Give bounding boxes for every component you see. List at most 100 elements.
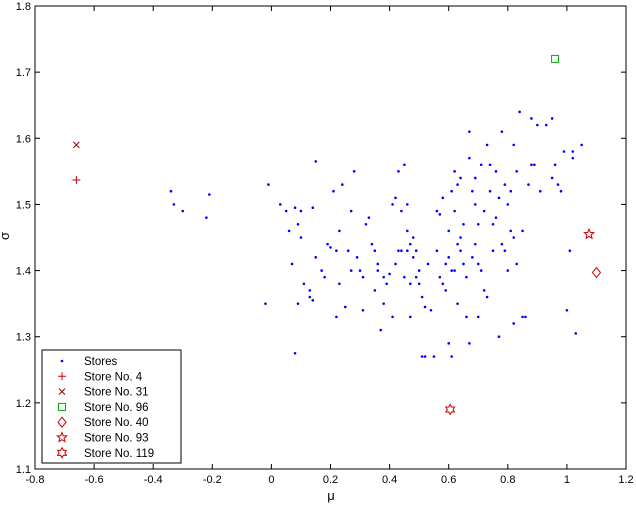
legend-marker — [57, 416, 67, 429]
data-point — [311, 206, 315, 210]
data-point — [417, 269, 421, 272]
data-point — [403, 163, 406, 167]
data-point — [550, 117, 554, 120]
data-point — [326, 242, 329, 246]
data-point — [462, 222, 465, 226]
data-point — [450, 269, 453, 272]
data-point — [512, 143, 516, 147]
data-point — [287, 229, 291, 233]
highlight-point — [583, 227, 596, 240]
series-2 — [73, 141, 80, 149]
data-point — [382, 275, 385, 279]
data-point — [512, 322, 516, 325]
data-point — [293, 351, 297, 355]
data-point — [420, 355, 424, 358]
data-point — [408, 242, 412, 246]
data-point — [444, 262, 448, 266]
data-point — [264, 302, 267, 305]
legend-label: Store No. 96 — [84, 402, 149, 414]
data-point — [568, 249, 572, 253]
data-point — [323, 275, 326, 279]
data-point — [485, 295, 489, 299]
data-point — [379, 328, 383, 332]
y-tick-label: 1.6 — [16, 133, 31, 145]
data-point — [530, 163, 533, 167]
legend-marker — [58, 402, 66, 411]
data-point — [473, 176, 477, 180]
data-point — [314, 256, 318, 259]
data-point — [524, 315, 527, 319]
y-tick-label: 1.7 — [16, 67, 31, 79]
data-point — [479, 163, 483, 167]
data-point — [385, 282, 388, 286]
data-point — [530, 117, 533, 120]
data-point — [349, 209, 353, 213]
data-point — [299, 209, 303, 213]
data-point — [400, 249, 403, 253]
axes: -0.8 -0.6 -0.4 -0.2 0 0.2 0.4 0.6 0.8 1 1.2 1.1 1.2 1… — [16, 1, 634, 486]
data-point — [485, 143, 489, 147]
data-point — [447, 229, 451, 233]
legend-marker — [56, 446, 68, 459]
data-point — [406, 203, 409, 206]
data-point — [338, 229, 341, 233]
data-point — [473, 203, 477, 206]
data-point — [349, 269, 353, 272]
data-point — [536, 123, 539, 127]
x-tick-label: -0.2 — [203, 474, 222, 486]
data-point — [432, 355, 436, 358]
series-1 — [72, 175, 81, 184]
data-point — [462, 262, 465, 266]
x-tick-label: 1.2 — [618, 474, 633, 486]
y-tick-label: 1.8 — [16, 1, 31, 13]
data-point — [400, 209, 403, 213]
data-point — [314, 160, 318, 163]
data-point — [335, 315, 338, 319]
data-point — [559, 189, 563, 193]
data-point — [338, 282, 341, 286]
data-point — [453, 269, 456, 272]
data-point — [571, 156, 575, 160]
data-point — [571, 150, 575, 153]
data-point — [488, 163, 492, 167]
data-point — [181, 209, 185, 213]
highlight-point — [591, 266, 602, 279]
data-point — [373, 289, 377, 292]
data-point — [453, 170, 456, 173]
x-axis-label: μ — [327, 488, 335, 503]
data-point — [391, 203, 394, 206]
data-point — [459, 236, 462, 239]
data-point — [343, 305, 347, 309]
data-point — [408, 315, 412, 319]
data-point — [278, 203, 282, 206]
data-point — [426, 262, 430, 266]
data-point — [332, 189, 335, 193]
series-5 — [583, 227, 596, 240]
data-point — [506, 269, 510, 272]
data-point — [580, 143, 583, 147]
data-point — [290, 262, 294, 266]
data-point — [414, 249, 418, 253]
data-point — [521, 229, 524, 233]
data-point — [394, 196, 397, 200]
data-point — [527, 183, 530, 186]
data-point — [361, 275, 365, 279]
legend-label: Store No. 31 — [84, 387, 149, 399]
data-point — [468, 156, 471, 160]
legend-label: Store No. 119 — [84, 448, 154, 460]
x-tick-label: 0.4 — [382, 474, 397, 486]
y-tick-label: 1.2 — [16, 398, 31, 410]
data-point — [417, 282, 421, 286]
legend-label: Store No. 40 — [84, 417, 149, 429]
data-point — [515, 170, 518, 173]
data-point — [364, 222, 368, 226]
legend-marker — [58, 372, 66, 381]
data-point — [553, 163, 557, 167]
data-point — [491, 222, 495, 226]
legend: Stores Store No. 4 Store No. 31 Store No. 9… — [41, 349, 182, 464]
data-point — [406, 229, 409, 233]
data-point — [411, 256, 415, 259]
data-point — [521, 315, 524, 319]
data-point — [373, 249, 377, 253]
data-point — [172, 203, 176, 206]
